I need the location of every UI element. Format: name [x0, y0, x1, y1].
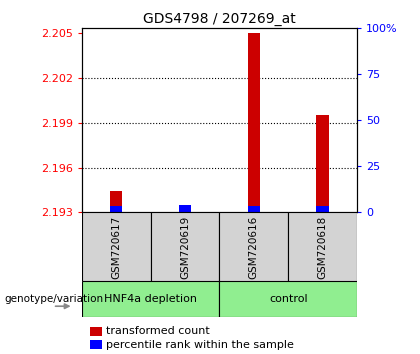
Bar: [248, 206, 260, 212]
Text: transformed count: transformed count: [106, 326, 210, 336]
Bar: [248, 33, 260, 212]
Title: GDS4798 / 207269_at: GDS4798 / 207269_at: [143, 12, 296, 26]
Bar: [219, 212, 288, 281]
Bar: [288, 212, 357, 281]
Bar: [316, 115, 329, 212]
Bar: [110, 206, 123, 212]
Bar: [110, 192, 123, 212]
Text: genotype/variation: genotype/variation: [4, 294, 103, 304]
Bar: [82, 212, 151, 281]
Bar: [179, 205, 191, 212]
Text: HNF4a depletion: HNF4a depletion: [104, 294, 197, 304]
Bar: [82, 281, 219, 317]
Bar: [219, 281, 357, 317]
Text: GSM720619: GSM720619: [180, 215, 190, 279]
Text: percentile rank within the sample: percentile rank within the sample: [106, 339, 294, 350]
Text: GSM720618: GSM720618: [318, 215, 328, 279]
Bar: [316, 206, 329, 212]
Text: control: control: [269, 294, 307, 304]
Text: GSM720616: GSM720616: [249, 215, 259, 279]
Bar: [90, 326, 102, 336]
Bar: [90, 340, 102, 349]
Text: GSM720617: GSM720617: [111, 215, 121, 279]
Bar: [151, 212, 219, 281]
